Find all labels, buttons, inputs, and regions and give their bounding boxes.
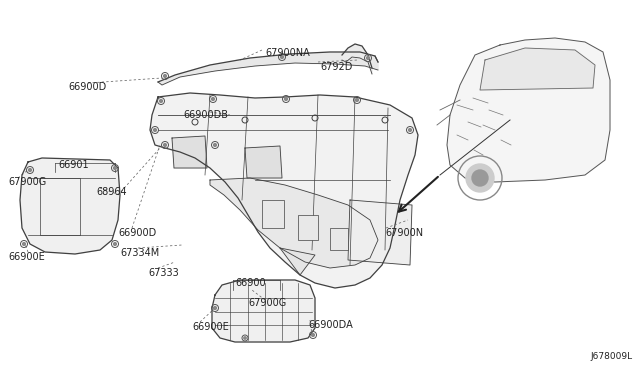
Text: J678009L: J678009L [590, 352, 632, 361]
Text: 66900DB: 66900DB [183, 110, 228, 120]
Circle shape [367, 57, 369, 60]
Circle shape [466, 164, 494, 192]
Circle shape [159, 100, 163, 102]
Polygon shape [447, 38, 610, 182]
Text: 67900NA: 67900NA [265, 48, 310, 58]
Circle shape [29, 169, 31, 171]
Text: 66900D: 66900D [68, 82, 106, 92]
Text: 66900E: 66900E [192, 322, 228, 332]
Text: 66900DA: 66900DA [308, 320, 353, 330]
Circle shape [154, 129, 156, 131]
Circle shape [214, 307, 216, 310]
Text: 67333: 67333 [148, 268, 179, 278]
Circle shape [164, 144, 166, 147]
Polygon shape [245, 146, 282, 178]
Circle shape [114, 167, 116, 169]
Circle shape [22, 243, 26, 246]
Polygon shape [342, 44, 372, 74]
Circle shape [472, 170, 488, 186]
Text: 66900E: 66900E [8, 252, 45, 262]
Text: 67334M: 67334M [120, 248, 159, 258]
Circle shape [280, 55, 284, 58]
Circle shape [114, 243, 116, 246]
Polygon shape [280, 248, 315, 275]
Text: 67900N: 67900N [385, 228, 423, 238]
Polygon shape [480, 48, 595, 90]
Circle shape [212, 97, 214, 100]
Text: 67900G: 67900G [248, 298, 286, 308]
Text: 68964: 68964 [96, 187, 127, 197]
Bar [298, 215, 318, 240]
Polygon shape [348, 200, 412, 265]
Polygon shape [210, 178, 378, 268]
Bar [330, 228, 348, 250]
Circle shape [312, 334, 314, 336]
Circle shape [214, 144, 216, 147]
Circle shape [244, 337, 246, 339]
Polygon shape [20, 158, 120, 254]
Polygon shape [40, 178, 80, 235]
Circle shape [408, 129, 412, 131]
Circle shape [164, 75, 166, 77]
Polygon shape [172, 136, 207, 168]
Bar [262, 200, 284, 228]
Circle shape [356, 99, 358, 102]
Text: 6792D: 6792D [320, 62, 353, 72]
Polygon shape [150, 93, 418, 288]
Polygon shape [158, 52, 378, 85]
Polygon shape [212, 280, 315, 342]
Text: 67900G: 67900G [8, 177, 46, 187]
Circle shape [285, 97, 287, 100]
Text: 66900D: 66900D [118, 228, 156, 238]
Text: 66900: 66900 [235, 278, 266, 288]
Text: 66901: 66901 [58, 160, 88, 170]
